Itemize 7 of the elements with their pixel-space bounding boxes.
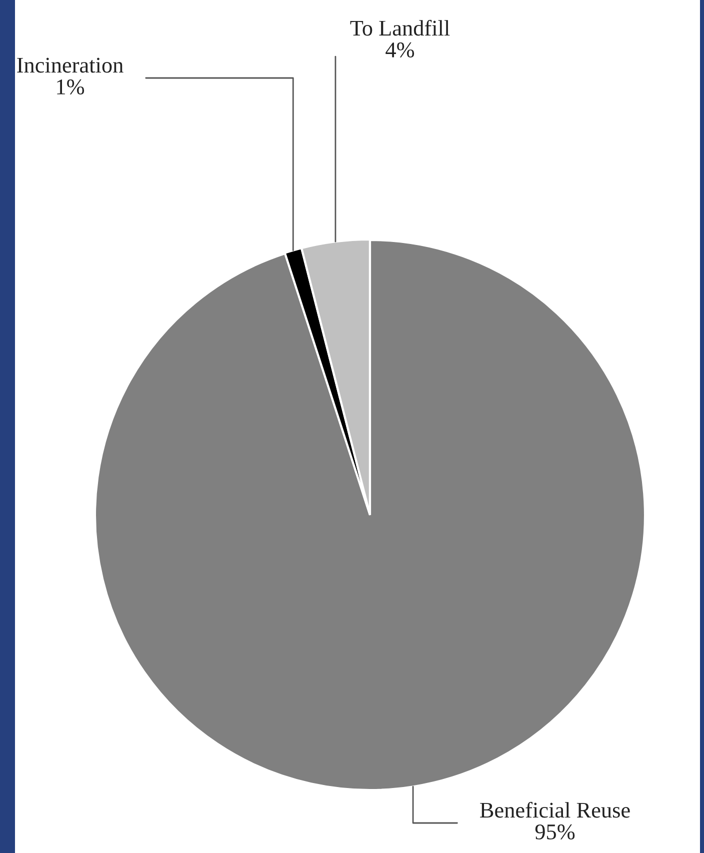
data-label: 1% <box>57 79 84 94</box>
slice-label: Beneficial Reuse <box>480 802 630 818</box>
pie-slice <box>94 238 646 792</box>
data-label: 4% <box>386 42 414 58</box>
slice-label: To Landfill <box>350 20 450 36</box>
data-label: 95% <box>535 824 575 840</box>
slice-label: Incineration <box>17 58 124 73</box>
